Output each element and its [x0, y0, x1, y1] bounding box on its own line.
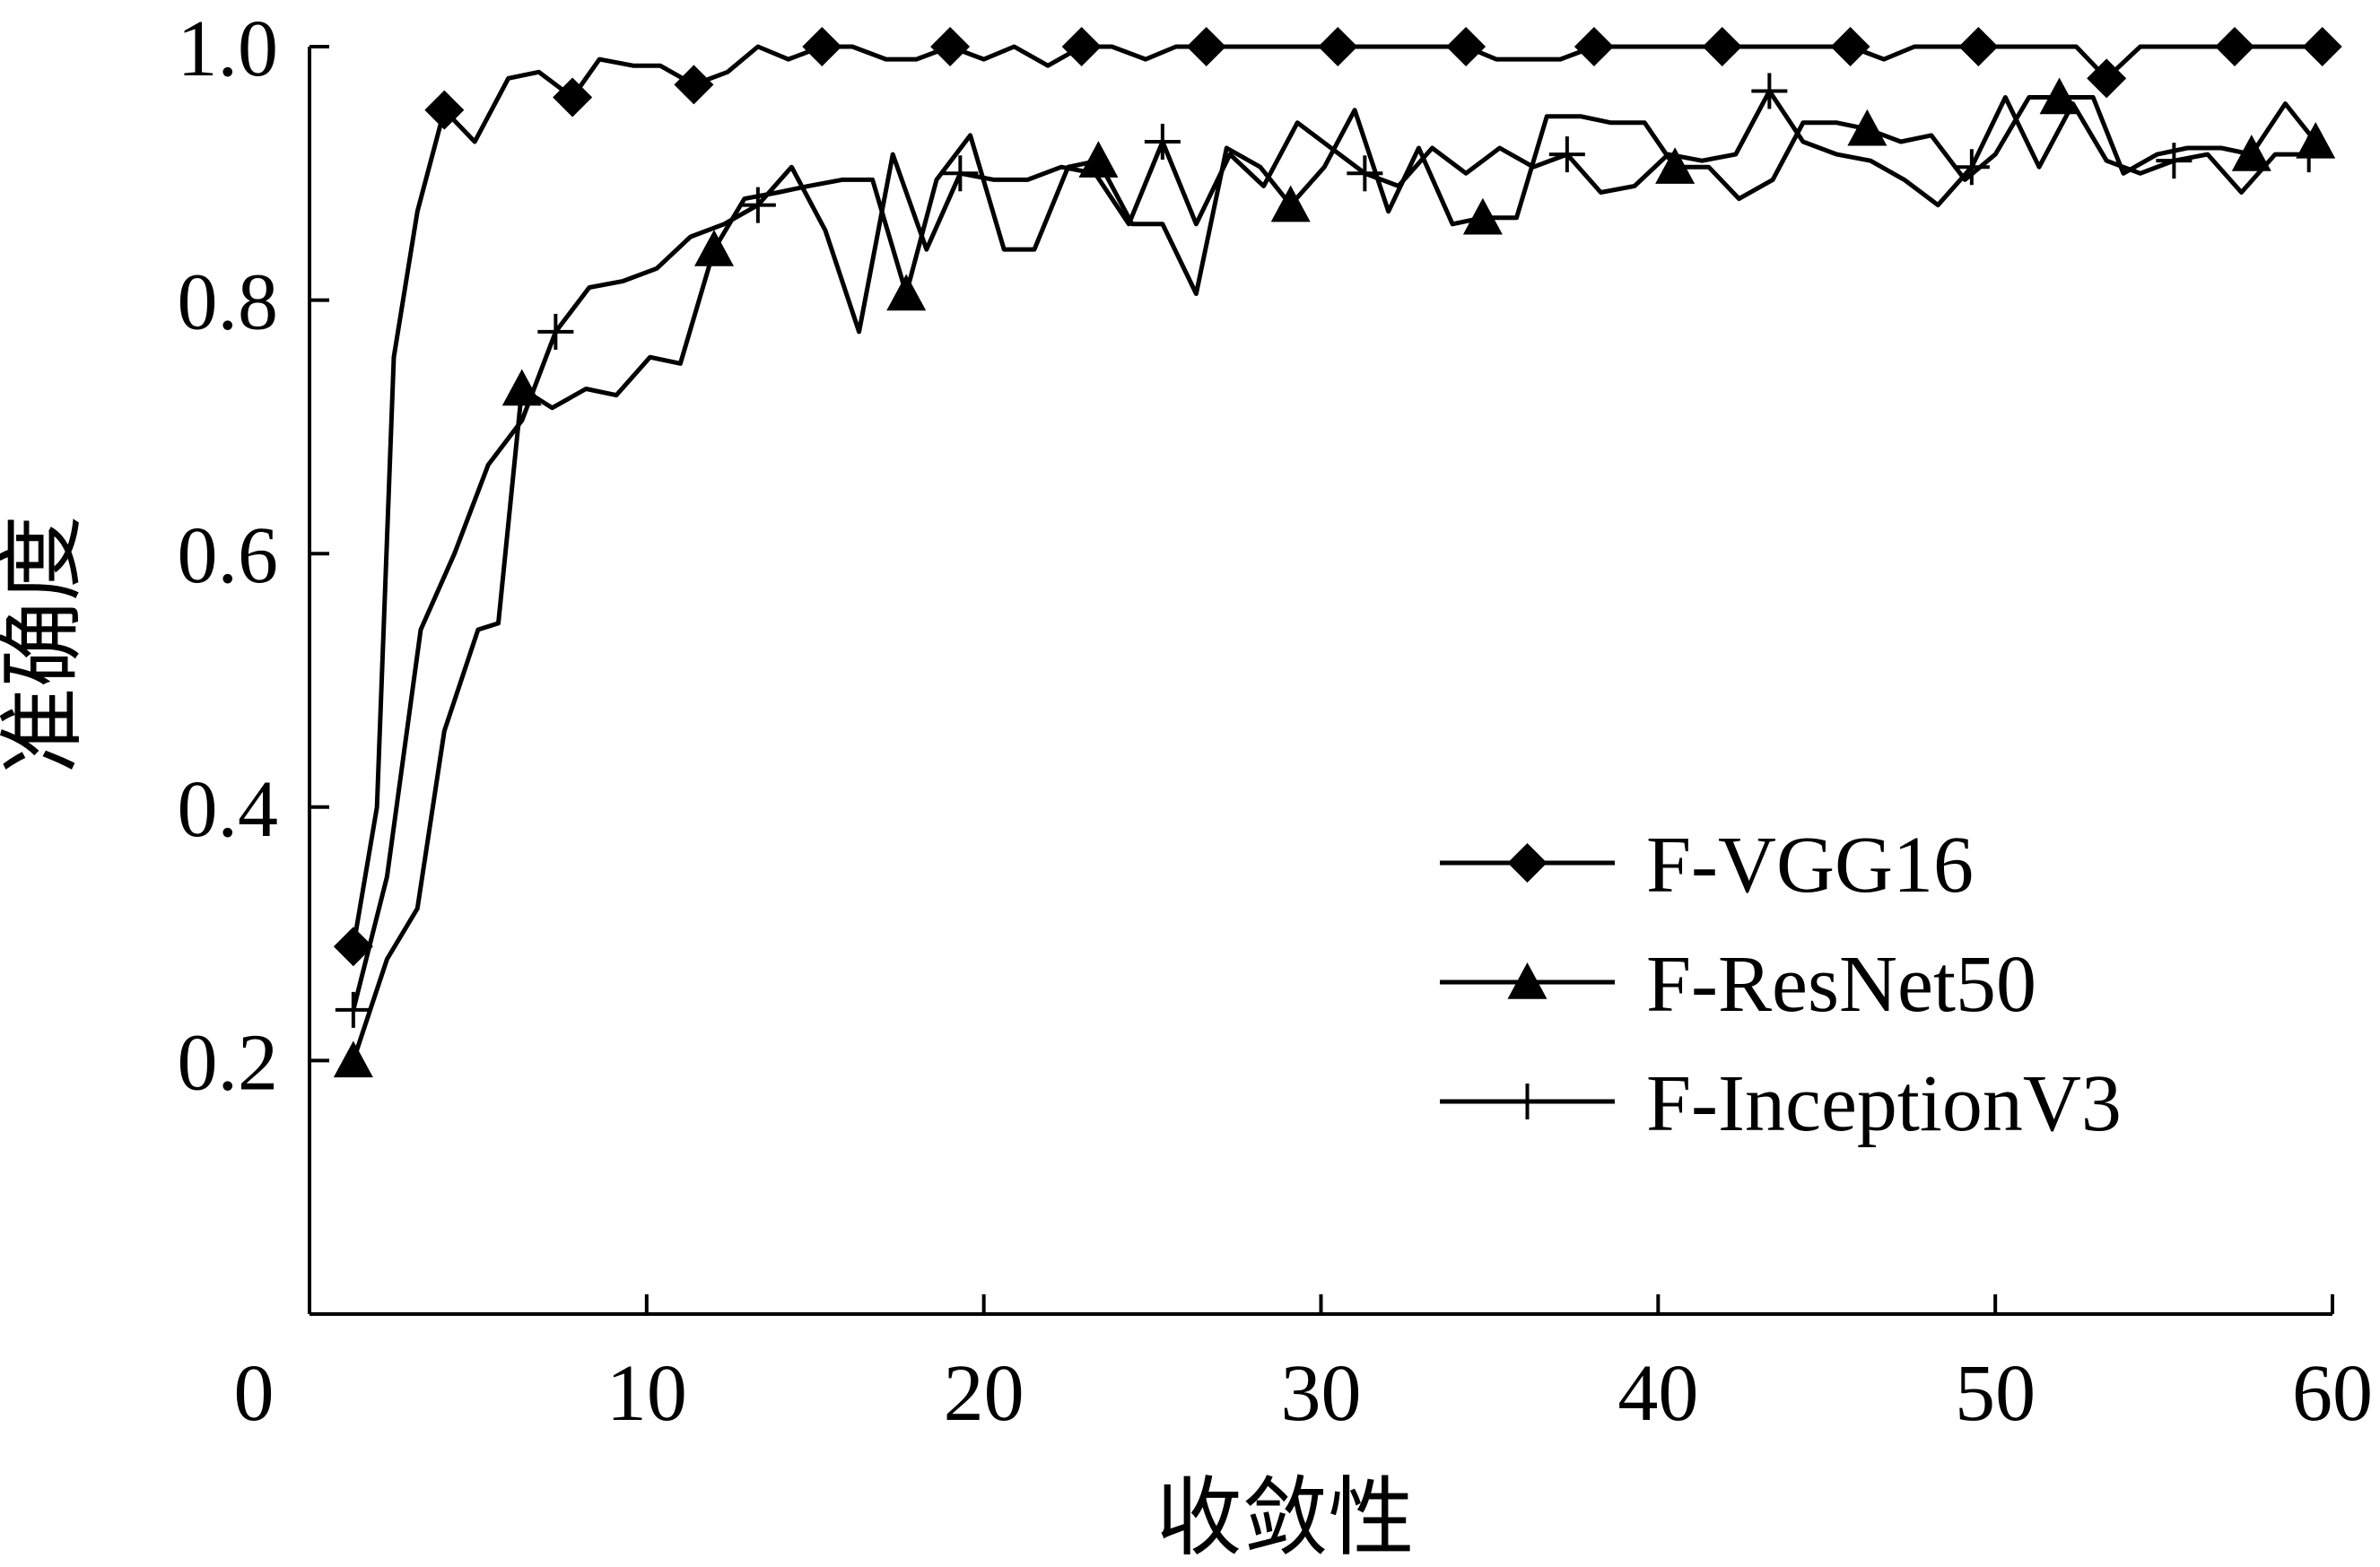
data-point-diamond — [1186, 27, 1226, 66]
data-point-triangle — [694, 230, 734, 266]
data-point-diamond — [2087, 58, 2127, 99]
data-point-diamond — [1702, 27, 1742, 66]
data-point-triangle — [1078, 141, 1119, 178]
data-point-plus — [2290, 136, 2327, 173]
data-point-diamond — [1446, 27, 1486, 66]
data-point-plus — [739, 187, 776, 223]
data-point-triangle — [2039, 77, 2079, 115]
data-point-diamond — [802, 27, 842, 66]
series-line — [351, 44, 2323, 947]
data-point-plus — [335, 991, 371, 1028]
legend-label: F-InceptionV3 — [1646, 1059, 2122, 1148]
data-point-diamond — [1061, 27, 1102, 66]
data-point-diamond — [1830, 27, 1870, 66]
y-tick-label: 0.4 — [178, 765, 279, 854]
data-point-diamond — [553, 77, 593, 118]
legend: F-VGG16 F-ResNet50 F-InceptionV3 — [1440, 821, 2122, 1148]
series-line — [351, 95, 2318, 1062]
series-layer — [333, 27, 2342, 1078]
data-point-diamond — [1507, 843, 1547, 883]
data-point-plus — [1953, 149, 1990, 186]
data-point-triangle — [1655, 147, 1696, 184]
data-point-triangle — [886, 274, 927, 311]
legend-item-f-resnet50: F-ResNet50 — [1440, 940, 2036, 1029]
y-tick-label: 0.8 — [178, 258, 279, 347]
x-tick-label: 20 — [944, 1349, 1024, 1438]
series-f-inceptionv3 — [335, 73, 2327, 1028]
legend-item-f-vgg16: F-VGG16 — [1440, 821, 1974, 910]
data-point-triangle — [1462, 197, 1503, 235]
data-point-triangle — [1270, 185, 1311, 222]
y-tick-label: 0.2 — [178, 1018, 279, 1107]
x-tick-label: 60 — [2292, 1349, 2373, 1438]
data-point-plus — [537, 313, 574, 350]
data-point-triangle — [333, 1040, 373, 1078]
data-point-diamond — [333, 927, 373, 967]
legend-item-f-inceptionv3: F-InceptionV3 — [1440, 1059, 2122, 1148]
data-point-triangle — [1847, 109, 1887, 146]
series-line — [351, 89, 2309, 1011]
data-point-diamond — [424, 90, 465, 130]
data-point-diamond — [1958, 27, 1999, 66]
data-point-diamond — [1318, 27, 1358, 66]
data-point-plus — [1144, 123, 1181, 160]
data-point-plus — [1751, 73, 1788, 109]
series-f-resnet50 — [333, 77, 2336, 1078]
data-point-diamond — [674, 65, 714, 105]
x-tick-label: 50 — [1955, 1349, 2036, 1438]
data-point-diamond — [2302, 27, 2342, 66]
series-f-vgg16 — [333, 27, 2342, 967]
x-tick-label: 0 — [234, 1349, 275, 1438]
y-axis-title: 准确度 — [0, 516, 91, 774]
y-tick-label: 1.0 — [178, 4, 279, 93]
data-point-triangle — [1507, 962, 1547, 999]
data-point-triangle — [2296, 121, 2336, 159]
data-point-triangle — [2231, 135, 2271, 171]
x-tick-label: 40 — [1617, 1349, 1698, 1438]
chart-axes: 0 10 20 30 40 50 60 0.2 0.4 0.6 0.8 1.0 — [178, 4, 2374, 1438]
data-point-diamond — [2215, 27, 2255, 66]
data-point-diamond — [1574, 27, 1614, 66]
data-point-plus — [942, 155, 979, 192]
x-tick-label: 30 — [1281, 1349, 1362, 1438]
data-point-plus — [1347, 155, 1383, 192]
data-point-plus — [2156, 143, 2193, 179]
data-point-diamond — [930, 27, 971, 66]
legend-label: F-ResNet50 — [1646, 940, 2036, 1029]
x-tick-label: 10 — [606, 1349, 687, 1438]
data-point-plus — [1509, 1084, 1546, 1119]
legend-label: F-VGG16 — [1646, 821, 1974, 910]
x-axis-title: 收敛性 — [1156, 1470, 1415, 1566]
data-point-plus — [1548, 136, 1585, 173]
y-tick-label: 0.6 — [178, 511, 279, 600]
